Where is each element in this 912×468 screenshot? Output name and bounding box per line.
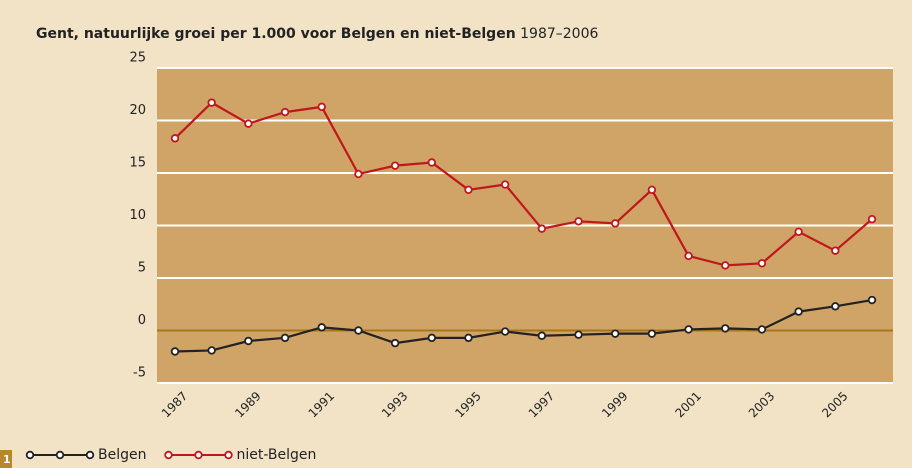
- data-point: [317, 323, 326, 332]
- data-point: [574, 330, 583, 339]
- data-point: [280, 107, 290, 117]
- data-point: [427, 158, 436, 167]
- data-point: [537, 331, 547, 340]
- legend-marker: [164, 450, 173, 460]
- data-point: [831, 246, 840, 255]
- data-point: [757, 259, 767, 268]
- data-point: [427, 333, 436, 343]
- data-point: [684, 251, 693, 261]
- data-point: [794, 307, 803, 316]
- data-point: [500, 327, 510, 336]
- data-point: [207, 346, 216, 355]
- data-point: [244, 336, 253, 346]
- figure-number: 1: [3, 453, 11, 466]
- data-point: [464, 333, 473, 343]
- data-point: [354, 169, 363, 179]
- data-point: [500, 180, 510, 189]
- legend-marker: [55, 450, 65, 460]
- y-tick-label: 25: [129, 51, 146, 66]
- series-line: [174, 298, 873, 353]
- y-tick-label: 5: [138, 261, 146, 276]
- y-tick-label: 15: [129, 156, 146, 171]
- data-point: [831, 302, 840, 311]
- data-point: [647, 329, 657, 338]
- series-line: [174, 101, 873, 267]
- data-point: [464, 185, 473, 194]
- legend-marker: [194, 450, 203, 460]
- chart-title: Gent, natuurlijke groei per 1.000 voor B…: [36, 26, 598, 42]
- legend-marker: [224, 450, 233, 460]
- data-point: [574, 217, 583, 226]
- data-point: [537, 224, 547, 233]
- legend-marker: [85, 450, 95, 460]
- data-point: [354, 326, 363, 335]
- data-point: [611, 219, 620, 228]
- figure-badge: [0, 450, 12, 468]
- y-tick-label: 0: [138, 313, 146, 328]
- data-point: [280, 333, 290, 343]
- data-point: [207, 98, 216, 107]
- data-point: [757, 325, 767, 334]
- data-point: [647, 185, 657, 194]
- y-tick-label: 10: [129, 208, 146, 223]
- data-point: [867, 295, 877, 305]
- data-point: [721, 261, 730, 270]
- data-point: [244, 119, 253, 128]
- legend-label: niet-Belgen: [236, 447, 316, 463]
- data-point: [867, 214, 877, 224]
- data-point: [684, 325, 693, 334]
- data-point: [170, 134, 180, 143]
- y-tick-label: 20: [129, 103, 146, 118]
- data-point: [794, 227, 803, 236]
- legend-label: Belgen: [98, 447, 146, 463]
- title: Gent, natuurlijke groei per 1.000 voor B…: [36, 26, 516, 42]
- data-point: [317, 102, 326, 112]
- legend-marker: [25, 450, 35, 460]
- data-point: [390, 338, 400, 348]
- subtitle: 1987–2006: [520, 26, 598, 42]
- data-point: [611, 329, 620, 338]
- data-point: [170, 347, 180, 356]
- y-tick-label: -5: [133, 366, 146, 381]
- data-point: [390, 161, 400, 170]
- data-point: [721, 324, 730, 333]
